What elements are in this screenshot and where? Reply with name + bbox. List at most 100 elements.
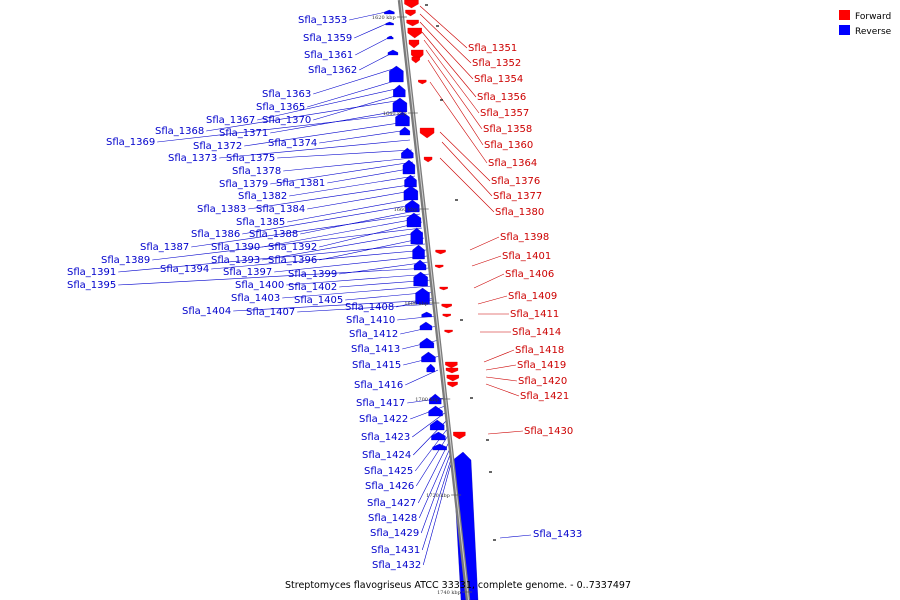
reverse-gene-label: Sfla_1378 xyxy=(232,166,281,177)
forward-gene-label: Sfla_1358 xyxy=(483,124,532,135)
reverse-gene-label: Sfla_1369 xyxy=(106,137,155,148)
forward-gene-label: Sfla_1401 xyxy=(502,251,551,262)
reverse-gene-label: Sfla_1422 xyxy=(359,414,408,425)
reverse-leader-line xyxy=(283,157,413,172)
reverse-gene-feature xyxy=(428,405,443,417)
forward-gene-label: Sfla_1411 xyxy=(510,309,559,320)
forward-gene-feature xyxy=(442,313,451,318)
reverse-gene-label: Sfla_1387 xyxy=(140,242,189,253)
reverse-gene-feature xyxy=(421,311,432,318)
reverse-gene-feature xyxy=(395,111,410,127)
reverse-gene-feature xyxy=(402,159,416,175)
reverse-gene-label: Sfla_1386 xyxy=(191,229,240,240)
forward-gene-label: Sfla_1420 xyxy=(518,376,567,387)
reverse-gene-label: Sfla_1410 xyxy=(346,315,395,326)
reverse-features xyxy=(384,9,479,600)
reverse-gene-feature xyxy=(413,259,427,271)
forward-gene-label: Sfla_1356 xyxy=(477,92,526,103)
reverse-gene-feature xyxy=(406,212,422,228)
reverse-gene-label: Sfla_1415 xyxy=(352,360,401,371)
reverse-gene-label: Sfla_1423 xyxy=(361,432,410,443)
reverse-gene-feature xyxy=(426,363,435,373)
legend-label-forward: Forward xyxy=(855,12,891,22)
axis-tick-label: 1680 kbp xyxy=(404,301,428,307)
reverse-gene-label: Sfla_1371 xyxy=(219,128,268,139)
forward-gene-label: Sfla_1419 xyxy=(517,360,566,371)
reverse-gene-label: Sfla_1379 xyxy=(219,179,268,190)
forward-leader-line xyxy=(485,376,518,382)
forward-gene-label: Sfla_1364 xyxy=(488,158,537,169)
reverse-gene-label: Sfla_1353 xyxy=(298,15,347,26)
reverse-gene-label: Sfla_1370 xyxy=(262,115,311,126)
reverse-gene-label: Sfla_1407 xyxy=(246,307,295,318)
gene-label: Sfla_1433 xyxy=(533,529,582,540)
forward-gene-label: Sfla_1360 xyxy=(484,140,533,151)
forward-leader-line xyxy=(419,13,472,64)
reverse-gene-label: Sfla_1431 xyxy=(371,545,420,556)
forward-leader-line xyxy=(419,21,474,80)
reverse-leader-line xyxy=(248,183,417,210)
forward-leader-line xyxy=(485,364,517,371)
reverse-leader-line xyxy=(412,411,447,438)
forward-gene-feature xyxy=(447,381,458,388)
reverse-gene-label: Sfla_1424 xyxy=(362,450,411,461)
forward-gene-feature xyxy=(445,367,459,374)
forward-gene-feature xyxy=(405,9,416,17)
reverse-gene-feature xyxy=(385,21,394,26)
forward-gene-feature xyxy=(408,39,420,49)
reverse-leader-line xyxy=(157,113,405,143)
forward-leader-line xyxy=(427,59,484,146)
reverse-gene-label: Sfla_1400 xyxy=(235,280,284,291)
reverse-leader-line xyxy=(297,303,436,313)
forward-features xyxy=(404,0,496,541)
reverse-gene-label: Sfla_1385 xyxy=(236,217,285,228)
reverse-leader-line xyxy=(313,67,397,95)
forward-leader-line xyxy=(423,39,480,114)
reverse-gene-label: Sfla_1425 xyxy=(364,466,413,477)
forward-gene-label: Sfla_1380 xyxy=(495,207,544,218)
reverse-gene-label: Sfla_1384 xyxy=(256,204,305,215)
reverse-leader-line xyxy=(152,227,423,261)
reverse-gene-label: Sfla_1373 xyxy=(168,153,217,164)
reverse-leader-line xyxy=(355,35,393,56)
forward-gene-label: Sfla_1414 xyxy=(512,327,561,338)
reverse-gene-feature xyxy=(384,9,395,15)
forward-gene-label: Sfla_1354 xyxy=(474,74,523,85)
reverse-leader-line xyxy=(405,369,439,386)
reverse-gene-label: Sfla_1361 xyxy=(304,50,353,61)
forward-gene-label: Sfla_1430 xyxy=(524,426,573,437)
forward-gene-label: Sfla_1406 xyxy=(505,269,554,280)
forward-gene-feature xyxy=(423,156,433,163)
reverse-leader-line xyxy=(233,299,435,312)
forward-gene-label: Sfla_1377 xyxy=(493,191,542,202)
reverse-leader-line xyxy=(319,129,409,144)
reverse-gene-label: Sfla_1404 xyxy=(182,306,231,317)
axis-tick-label: 1740 kbp xyxy=(437,590,461,596)
reverse-gene-feature xyxy=(405,199,420,213)
reverse-leader-line xyxy=(191,213,421,248)
reverse-gene-label: Sfla_1428 xyxy=(368,513,417,524)
forward-leader-line xyxy=(441,141,493,197)
reverse-gene-label: Sfla_1363 xyxy=(262,89,311,100)
reverse-gene-label: Sfla_1397 xyxy=(223,267,272,278)
forward-gene-feature xyxy=(453,431,466,440)
reverse-gene-label: Sfla_1408 xyxy=(345,302,394,313)
forward-gene-label: Sfla_1409 xyxy=(508,291,557,302)
reverse-gene-label: Sfla_1429 xyxy=(370,528,419,539)
reverse-gene-feature xyxy=(387,35,394,40)
reverse-gene-feature xyxy=(415,287,430,305)
forward-leader-line xyxy=(421,31,477,98)
reverse-gene-feature xyxy=(404,174,417,188)
reverse-gene-feature xyxy=(421,351,436,363)
forward-leader-line xyxy=(439,131,491,182)
reverse-gene-label: Sfla_1393 xyxy=(211,255,260,266)
reverse-leader-line xyxy=(354,23,387,39)
reverse-gene-label: Sfla_1403 xyxy=(231,293,280,304)
reverse-gene-label: Sfla_1394 xyxy=(160,264,209,275)
reverse-gene-label: Sfla_1365 xyxy=(256,102,305,113)
reverse-leader-line xyxy=(244,121,407,147)
reverse-leader-line xyxy=(420,451,452,534)
reverse-gene-feature xyxy=(389,65,404,83)
forward-leader-line xyxy=(473,273,505,289)
forward-leader-line xyxy=(439,157,495,213)
